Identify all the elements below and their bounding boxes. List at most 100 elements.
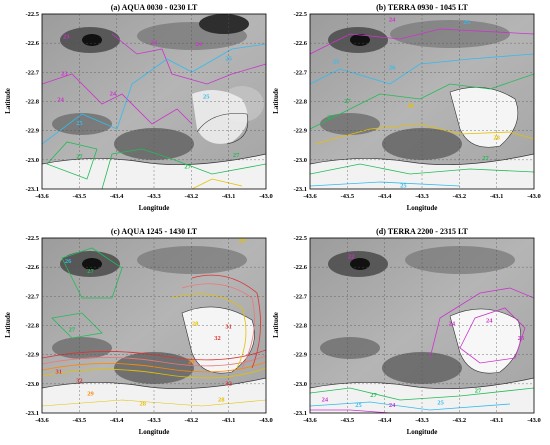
contour-label: 27	[482, 155, 489, 162]
x-tick-label: -43.5	[73, 417, 87, 424]
panel-c-ylabel: Latitude	[4, 312, 12, 338]
y-tick-label: -23.1	[293, 186, 307, 193]
contour-label: 27	[87, 268, 94, 275]
contour-label: 29	[188, 358, 195, 365]
contour-label: 27	[76, 153, 83, 160]
contour-label: 25	[225, 56, 232, 63]
contour-label: 25	[333, 59, 340, 66]
x-tick-label: -43.3	[147, 193, 161, 200]
contour-label: 25	[400, 183, 407, 190]
x-tick-label: -43.4	[110, 193, 124, 200]
y-tick-label: -22.7	[25, 293, 39, 300]
y-tick-label: -23.0	[293, 381, 307, 388]
panel-d-x-ticks: -43.6 -43.5 -43.4 -43.3 -43.2 -43.1 -43.0	[303, 417, 541, 424]
y-tick-label: -22.8	[293, 323, 307, 330]
x-tick-label: -43.5	[341, 417, 355, 424]
panel-d-gridlines	[310, 238, 534, 413]
panel-b-gridlines	[310, 14, 534, 189]
contour-label: 27	[370, 392, 377, 399]
y-tick-label: -22.6	[25, 264, 39, 271]
y-tick-label: -22.9	[25, 352, 39, 359]
x-tick-label: -43.2	[453, 417, 467, 424]
contour-label: 24	[389, 402, 396, 409]
contour-label: 24	[196, 41, 203, 48]
contour-label: 28	[218, 396, 225, 403]
x-tick-label: -43.0	[259, 193, 273, 200]
contour-label: 28	[408, 102, 415, 109]
panel-c-gridlines	[42, 238, 266, 413]
contour-label: 25	[203, 94, 210, 101]
contour-label: 24	[322, 396, 329, 403]
y-tick-label: -22.9	[25, 128, 39, 135]
panel-c-title: (c) AQUA 1245 - 1430 LT	[111, 227, 198, 236]
panel-c-y-ticks: -22.5 -22.6 -22.7 -22.8 -22.9 -23.0 -23.1	[25, 235, 39, 417]
panel-a: 23 24 24 25 23 24 24 25 25 27 27 27 (a) AQUA 0030 -…	[4, 3, 273, 212]
y-tick-label: -22.9	[293, 128, 307, 135]
x-tick-label: -43.5	[341, 193, 355, 200]
x-tick-label: -43.4	[378, 417, 392, 424]
x-tick-label: -43.0	[259, 417, 273, 424]
y-tick-label: -22.9	[293, 352, 307, 359]
panel-b-y-ticks: -22.5 -22.6 -22.7 -22.8 -22.9 -23.0 -23.1	[293, 11, 307, 193]
y-tick-label: -22.5	[25, 235, 39, 242]
y-tick-label: -22.5	[25, 11, 39, 18]
x-tick-label: -43.3	[415, 193, 429, 200]
x-tick-label: -43.0	[527, 417, 541, 424]
contour-label: 27	[233, 152, 240, 159]
y-tick-label: -22.8	[25, 99, 39, 106]
contour-label: 24	[486, 318, 493, 325]
contour-label: 27	[475, 388, 482, 395]
x-tick-label: -43.4	[378, 193, 392, 200]
panel-a-contour-labels: 23 24 24 25 23 24 24 25 25 27 27 27	[57, 34, 240, 171]
contour-label: 24	[151, 40, 158, 47]
panel-d-title: (d) TERRA 2200 - 2315 LT	[376, 227, 468, 236]
contour-label: 25	[76, 120, 83, 127]
contour-label: 23	[63, 34, 70, 41]
panel-b-contour-labels: 24 25 25 26 27 27 28 28 25 27	[327, 16, 500, 189]
panel-b: 24 25 25 26 27 27 28 28 25 27 (b) TERRA 0930 - 10…	[272, 3, 541, 212]
panel-c-contour-labels: 28 26 27 27 28 31 32 29 31 32 32 29 28 28	[56, 237, 246, 407]
contour-label: 24	[389, 16, 396, 23]
contour-label: 28	[238, 237, 245, 244]
x-tick-label: -43.6	[303, 193, 317, 200]
panel-a-x-ticks: -43.6 -43.5 -43.4 -43.3 -43.2 -43.1 -43.0	[35, 193, 273, 200]
contour-label: 25	[355, 402, 362, 409]
y-tick-label: -22.6	[293, 264, 307, 271]
contour-label: 32	[225, 380, 232, 387]
y-tick-label: -23.0	[25, 381, 39, 388]
contour-label: 28	[140, 401, 147, 408]
contour-label: 25	[437, 399, 444, 406]
contour-label: 27	[69, 326, 76, 333]
contour-label: 28	[192, 321, 199, 328]
y-tick-label: -22.8	[293, 99, 307, 106]
y-tick-label: -23.0	[25, 157, 39, 164]
contour-label: 32	[214, 335, 221, 342]
panel-a-gridlines	[42, 14, 266, 189]
x-tick-label: -43.6	[35, 417, 49, 424]
x-tick-label: -43.4	[110, 417, 124, 424]
x-tick-label: -43.0	[527, 193, 541, 200]
y-tick-label: -22.6	[293, 40, 307, 47]
contour-label: 23	[61, 70, 68, 77]
contour-label: 27	[327, 114, 334, 121]
contour-label: 24	[449, 321, 456, 328]
contour-label: 25	[464, 19, 471, 26]
x-tick-label: -43.1	[222, 417, 236, 424]
panel-a-y-ticks: -22.5 -22.6 -22.7 -22.8 -22.9 -23.0 -23.1	[25, 11, 39, 193]
y-tick-label: -23.1	[293, 410, 307, 417]
x-tick-label: -43.1	[490, 193, 504, 200]
panel-d-xlabel: Longitude	[407, 428, 438, 436]
contour-label: 24	[110, 91, 117, 98]
contour-label: 26	[389, 64, 396, 71]
panel-c-x-ticks: -43.6 -43.5 -43.4 -43.3 -43.2 -43.1 -43.0	[35, 417, 273, 424]
contour-label: 27	[184, 164, 191, 171]
contour-label: 22	[348, 253, 355, 260]
y-tick-label: -22.7	[293, 69, 307, 76]
contour-label: 24	[57, 97, 64, 104]
panel-b-ylabel: Latitude	[272, 88, 280, 114]
panel-c-xlabel: Longitude	[139, 428, 170, 436]
x-tick-label: -43.3	[415, 417, 429, 424]
panel-a-xlabel: Longitude	[139, 204, 170, 212]
panel-c: 28 26 27 27 28 31 32 29 31 32 32 29 28 28 (c) AQUA 12…	[4, 227, 273, 436]
contour-label: 27	[344, 98, 351, 105]
